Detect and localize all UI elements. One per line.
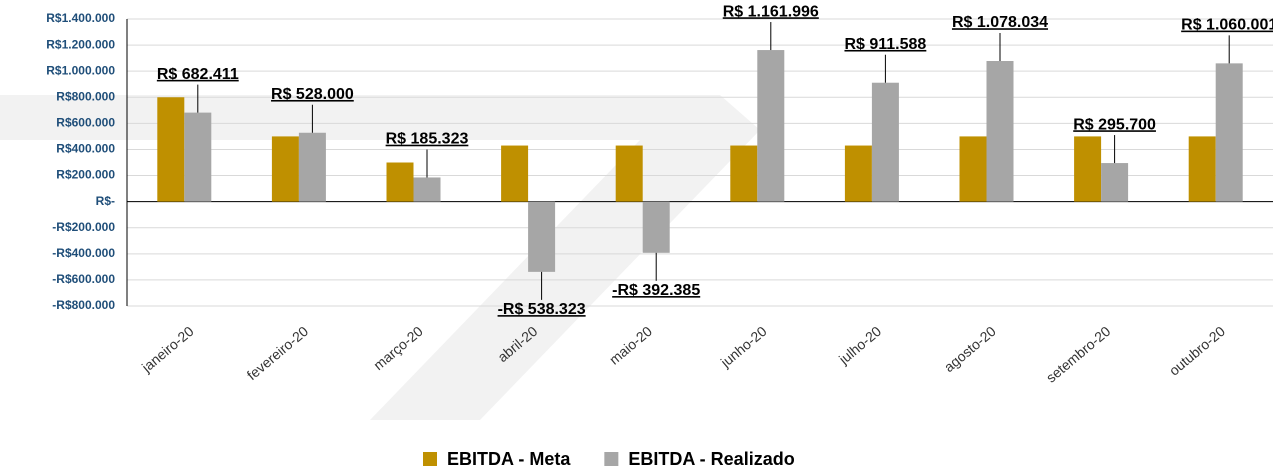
bar [615,145,643,202]
y-tick-label: -R$400.000 [52,246,115,260]
y-tick-label: -R$600.000 [52,272,115,286]
data-label: R$ 682.411 [157,66,239,83]
bar [413,177,441,202]
y-tick-label: R$200.000 [56,168,115,182]
bar [871,82,899,202]
legend-swatch [423,452,437,466]
data-label: R$ 528.000 [271,86,354,103]
bar [386,162,414,202]
x-tick-label: fevereiro-20 [244,323,312,383]
bar [1215,63,1243,202]
data-label: R$ 1.078.034 [952,14,1048,31]
x-tick-label: junho-20 [717,323,770,371]
legend-label: EBITDA - Realizado [628,449,794,469]
y-tick-label: R$1.200.000 [46,37,115,51]
bar [271,136,299,202]
data-label: R$ 911.588 [844,36,926,53]
bar [184,112,212,202]
legend-label: EBITDA - Meta [447,449,571,469]
x-tick-label: setembro-20 [1043,323,1114,386]
x-tick-label: agosto-20 [941,323,999,375]
y-tick-label: -R$200.000 [52,220,115,234]
bar [528,201,556,272]
bar [959,136,987,202]
data-label: R$ 1.060.001 [1181,17,1273,34]
data-label: -R$ 538.323 [498,301,586,318]
legend-swatch [604,452,619,466]
y-tick-label: -R$800.000 [52,298,115,312]
y-tick-label: R$800.000 [56,89,115,103]
y-tick-label: R$1.400.000 [46,11,115,25]
x-tick-label: março-20 [370,323,426,373]
data-label: R$ 295.700 [1073,116,1156,133]
bar [757,50,785,202]
bar [1101,163,1129,202]
y-tick-label: R$1.000.000 [46,63,115,77]
bar [642,201,670,253]
x-tick-label: maio-20 [606,323,655,368]
bar [157,97,185,202]
watermark [0,95,760,420]
y-tick-label: R$400.000 [56,142,115,156]
bar [1188,136,1216,202]
x-tick-label: janeiro-20 [138,323,197,376]
bar [501,145,529,202]
y-tick-label: R$- [96,194,115,208]
bar [1074,136,1102,202]
bar [730,145,758,202]
bar [298,132,326,202]
data-label: R$ 185.323 [386,131,469,148]
x-tick-label: julho-20 [835,323,884,368]
y-tick-label: R$600.000 [56,116,115,130]
bar [986,61,1014,202]
x-tick-label: outubro-20 [1166,323,1228,379]
data-label: R$ 1.161.996 [723,3,819,20]
data-label: -R$ 392.385 [612,282,700,299]
bar [844,145,872,202]
